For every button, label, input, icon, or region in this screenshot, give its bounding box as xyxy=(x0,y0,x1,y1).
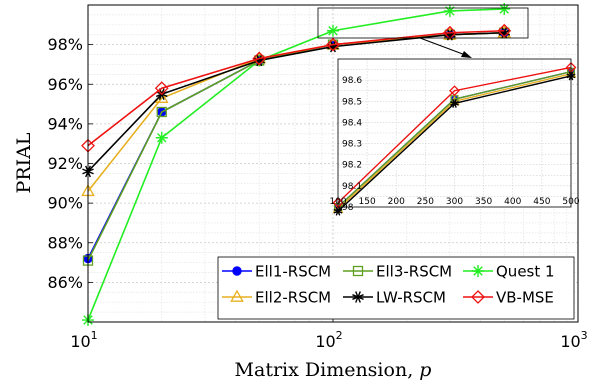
y-tick-label: 90% xyxy=(47,194,83,213)
y-tick-label: 96% xyxy=(47,75,83,94)
inset-point-lw-rscm xyxy=(450,98,459,108)
y-axis-title: PRIAL xyxy=(13,132,35,193)
y-tick-label: 88% xyxy=(47,233,83,252)
x-tick-base: 10 xyxy=(560,332,580,351)
series-line-quest-1 xyxy=(87,8,505,321)
legend-swatch-marker xyxy=(352,265,364,277)
inset-line-ell2-rscm xyxy=(337,73,572,210)
y-tick-label: 92% xyxy=(47,154,83,173)
legend-item-ell3-rscm: Ell3-RSCM xyxy=(343,263,452,281)
data-point-vb-mse xyxy=(252,51,267,66)
data-point-lw-rscm xyxy=(327,40,339,53)
legend-box xyxy=(217,256,575,320)
data-point-lw-rscm xyxy=(498,26,511,39)
y-tick-labels: 86% 88% 90% 92% 94% 96% 98% xyxy=(47,35,93,292)
inset-plot: 98 98.1 98.2 98.3 98.4 98.5 98.6 100 150 200 250 3… xyxy=(329,58,580,216)
x-axis-title-var: p xyxy=(419,359,431,381)
legend-item-ell2-rscm: Ell2-RSCM xyxy=(222,289,331,307)
inset-series xyxy=(332,62,577,216)
data-point-quest-1 xyxy=(327,24,339,37)
y-tick-label: 86% xyxy=(47,273,83,292)
x-axis-title: Matrix Dimension, p xyxy=(235,359,432,381)
inset-x-tick-label: 450 xyxy=(533,197,550,207)
x-tick-label: 101 xyxy=(70,329,97,351)
legend-swatch-marker xyxy=(472,265,484,277)
inset-x-tick-label: 100 xyxy=(329,197,346,207)
inset-point-vb-mse xyxy=(449,85,460,97)
legend: Ell1-RSCM Ell3-RSCM Quest 1 Ell2-RSCM LW-RSC… xyxy=(217,256,575,320)
inset-x-tick-label: 500 xyxy=(562,197,579,207)
inset-frame xyxy=(337,58,572,208)
legend-label: Ell3-RSCM xyxy=(376,263,452,281)
inset-x-tick-label: 250 xyxy=(417,197,434,207)
inset-x-tick-label: 300 xyxy=(446,197,463,207)
inset-y-tick-labels: 98 98.1 98.2 98.3 98.4 98.5 98.6 xyxy=(342,76,362,213)
inset-y-tick-label: 98.1 xyxy=(342,182,362,192)
x-tick-label: 103 xyxy=(560,329,587,351)
inset-x-tick-label: 400 xyxy=(504,197,521,207)
x-tick-exponent: 3 xyxy=(581,329,588,342)
legend-swatch-marker xyxy=(232,266,242,276)
inset-y-tick-label: 98.6 xyxy=(342,76,362,86)
x-tick-exponent: 1 xyxy=(91,329,98,342)
zoom-arrow-head xyxy=(461,51,472,58)
inset-x-tick-label: 200 xyxy=(388,197,405,207)
series-line-vb-mse xyxy=(87,29,505,147)
legend-label: LW-RSCM xyxy=(376,289,446,307)
inset-series-lw-rscm xyxy=(333,71,576,216)
zoom-box xyxy=(317,7,529,39)
x-tick-label: 102 xyxy=(315,329,342,351)
data-point-lw-rscm xyxy=(444,28,456,41)
data-point-vb-mse xyxy=(326,37,340,52)
inset-line-ell3-rscm xyxy=(337,71,572,208)
legend-swatch-marker xyxy=(230,289,244,302)
x-tick-base: 10 xyxy=(315,332,335,351)
legend-label: VB-MSE xyxy=(496,289,554,307)
legend-item-lw-rscm: LW-RSCM xyxy=(343,289,446,307)
y-tick-label: 94% xyxy=(47,114,83,133)
series-line-lw-rscm xyxy=(87,31,505,172)
x-tick-labels: 101 102 103 xyxy=(70,317,588,351)
inset-y-tick-label: 98.2 xyxy=(342,161,362,171)
x-axis-title-text: Matrix Dimension, xyxy=(235,359,420,381)
inset-y-tick-label: 98 xyxy=(342,203,354,213)
inset-x-tick-label: 350 xyxy=(475,197,492,207)
inset-y-tick-label: 98.3 xyxy=(342,140,362,150)
inset-x-tick-label: 150 xyxy=(359,197,376,207)
inset-y-tick-label: 98.5 xyxy=(342,97,362,107)
inset-x-tick-labels: 100 150 200 250 300 350 400 450 500 xyxy=(329,197,579,207)
legend-item-quest-1: Quest 1 xyxy=(463,263,555,281)
legend-item-vb-mse: VB-MSE xyxy=(463,289,554,307)
x-tick-exponent: 2 xyxy=(336,329,343,342)
legend-label: Ell2-RSCM xyxy=(255,289,331,307)
y-tick-label: 98% xyxy=(47,35,83,54)
main-series xyxy=(81,2,512,327)
zoom-indicator xyxy=(317,7,529,58)
inset-y-tick-label: 98.4 xyxy=(342,118,362,128)
data-point-vb-mse xyxy=(154,81,169,96)
inset-point-lw-rscm xyxy=(333,206,343,216)
data-point-quest-1 xyxy=(155,131,168,144)
legend-label: Quest 1 xyxy=(496,263,555,281)
data-point-vb-mse xyxy=(497,23,512,38)
data-point-quest-1 xyxy=(498,2,511,15)
legend-swatch-marker xyxy=(352,291,364,303)
data-point-lw-rscm xyxy=(253,54,266,67)
x-tick-base: 10 xyxy=(70,332,90,351)
legend-label: Ell1-RSCM xyxy=(255,263,331,281)
inset-line-vb-mse xyxy=(337,66,572,204)
data-point-ell3-rscm xyxy=(156,106,167,118)
legend-item-ell1-rscm: Ell1-RSCM xyxy=(222,263,331,281)
data-point-quest-1 xyxy=(443,4,456,17)
series-vb-mse xyxy=(81,23,512,153)
legend-items: Ell1-RSCM Ell3-RSCM Quest 1 Ell2-RSCM LW-RSC… xyxy=(222,263,555,307)
legend-swatch-marker xyxy=(471,290,485,304)
data-point-vb-mse xyxy=(442,25,457,40)
zoom-arrow-line xyxy=(419,37,469,57)
